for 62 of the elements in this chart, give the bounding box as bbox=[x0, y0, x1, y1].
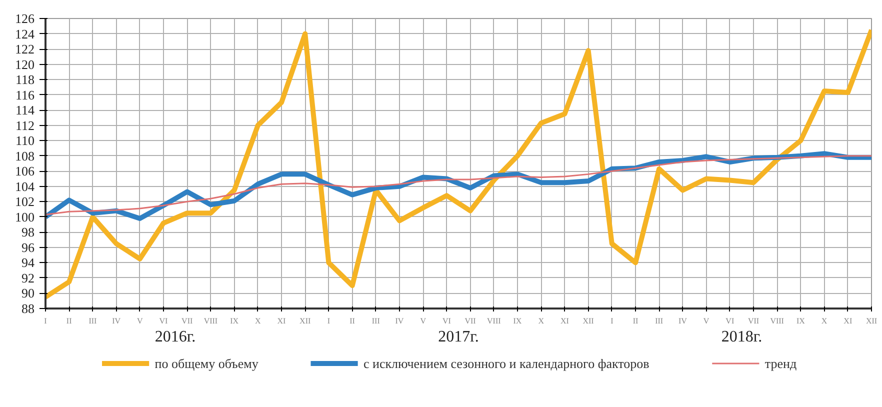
y-tick-label: 110 bbox=[15, 133, 35, 148]
x-tick-label: XII bbox=[866, 316, 878, 326]
x-tick-label: X bbox=[821, 316, 828, 326]
x-tick-label: V bbox=[137, 316, 144, 326]
y-tick-label: 116 bbox=[15, 87, 35, 102]
y-tick-label: 90 bbox=[22, 286, 34, 301]
x-tick-label: VII bbox=[464, 316, 476, 326]
y-tick-label: 108 bbox=[15, 148, 34, 164]
y-tick-label: 96 bbox=[22, 240, 35, 255]
y-tick-label: 126 bbox=[15, 11, 35, 26]
x-tick-label: IV bbox=[112, 316, 121, 326]
legend-label: по общему объему bbox=[154, 356, 259, 371]
x-tick-label: IX bbox=[230, 316, 239, 326]
x-tick-label: IV bbox=[678, 316, 688, 326]
x-tick-label: VI bbox=[159, 316, 168, 326]
x-tick-label: VIII bbox=[487, 316, 502, 326]
y-tick-label: 122 bbox=[15, 42, 34, 57]
y-tick-label: 102 bbox=[15, 194, 34, 210]
x-tick-label: V bbox=[420, 316, 426, 326]
y-tick-label: 120 bbox=[15, 56, 34, 72]
x-tick-label: VI bbox=[442, 316, 452, 326]
x-tick-label: VIII bbox=[770, 316, 784, 326]
x-tick-label: II bbox=[350, 316, 356, 326]
y-tick-label: 100 bbox=[15, 209, 34, 224]
x-tick-label: XI bbox=[560, 316, 570, 326]
x-tick-label: VII bbox=[182, 316, 193, 326]
y-tick-label: 124 bbox=[15, 26, 35, 42]
y-tick-label: 118 bbox=[15, 72, 35, 88]
x-tick-label: XII bbox=[300, 316, 311, 326]
x-tick-label: IX bbox=[796, 316, 806, 326]
x-tick-label: XI bbox=[277, 316, 286, 326]
y-tick-label: 104 bbox=[15, 178, 35, 194]
x-tick-label: X bbox=[538, 316, 544, 326]
x-tick-label: II bbox=[66, 316, 72, 326]
y-tick-label: 112 bbox=[15, 118, 35, 133]
x-tick-label: III bbox=[88, 316, 98, 326]
x-tick-label: IV bbox=[395, 316, 404, 326]
text: 2017г. bbox=[438, 328, 479, 346]
y-tick-label: 98 bbox=[22, 224, 34, 240]
x-tick-label: II bbox=[632, 316, 638, 326]
legend-label: тренд bbox=[764, 356, 797, 371]
x-tick-label: VI bbox=[726, 316, 734, 326]
x-tick-label: VII bbox=[748, 316, 760, 326]
text: 2018г. bbox=[721, 328, 762, 346]
x-tick-label: XII bbox=[582, 316, 594, 326]
x-tick-label: III bbox=[372, 316, 380, 326]
x-tick-label: I bbox=[610, 316, 614, 326]
x-tick-label: V bbox=[703, 316, 710, 326]
x-tick-label: VIII bbox=[204, 316, 218, 326]
y-tick-label: 114 bbox=[15, 102, 35, 118]
y-tick-label: 88 bbox=[22, 301, 34, 316]
x-tick-label: IX bbox=[513, 316, 522, 326]
y-tick-label: 92 bbox=[22, 270, 34, 286]
text: 2016г. bbox=[154, 328, 196, 346]
x-tick-label: XI bbox=[844, 316, 852, 326]
x-tick-label: I bbox=[44, 316, 48, 326]
x-tick-label: I bbox=[327, 316, 330, 326]
x-tick-label: X bbox=[255, 316, 262, 326]
y-tick-label: 106 bbox=[15, 164, 35, 179]
legend-label: с исключением сезонного и календарного факторов bbox=[363, 356, 650, 371]
y-tick-label: 94 bbox=[22, 255, 35, 270]
x-tick-label: III bbox=[655, 316, 664, 326]
